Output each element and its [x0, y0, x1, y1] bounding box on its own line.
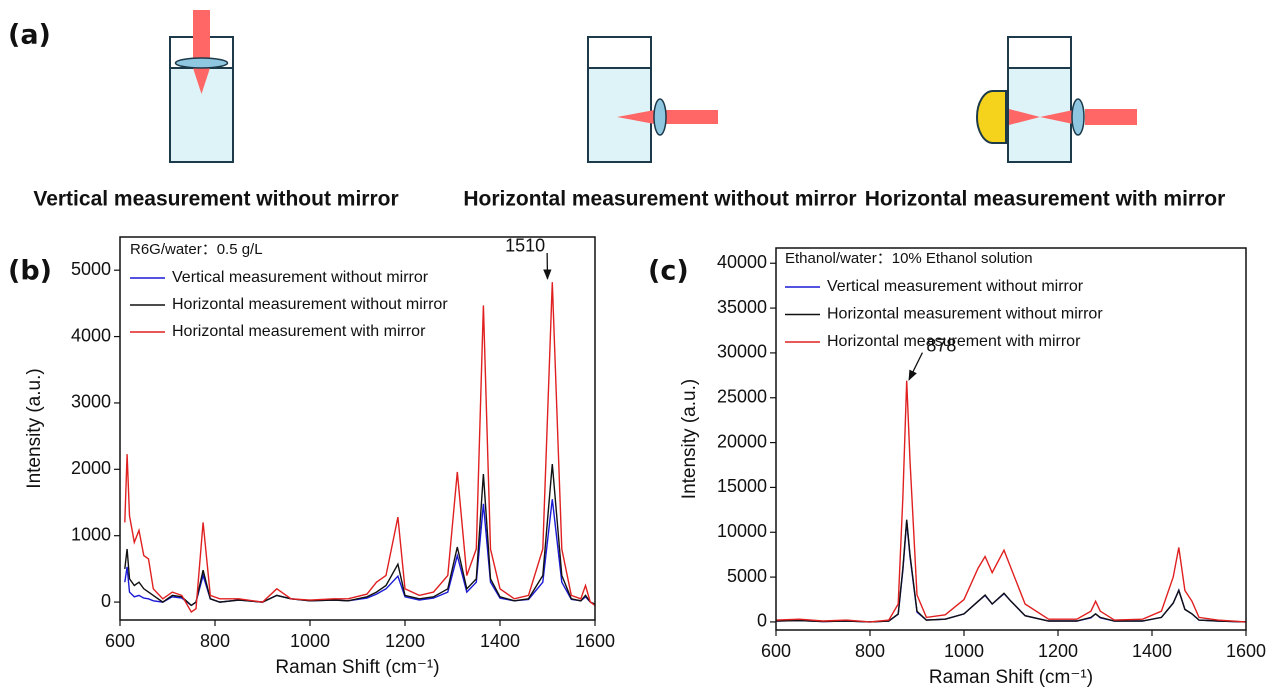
y-tick-label: 5000 — [71, 259, 111, 279]
y-tick-label: 35000 — [717, 297, 767, 317]
axes-frame — [775, 247, 1247, 631]
series-line — [124, 282, 595, 614]
y-tick-label: 0 — [101, 591, 111, 611]
diagram-horizontal: Horizontal measurement without mirror — [463, 36, 857, 211]
y-tick-label: 20000 — [717, 431, 767, 451]
series-line — [776, 521, 1246, 623]
x-tick-label: 800 — [200, 631, 230, 651]
x-tick-label: 1000 — [944, 641, 984, 661]
series-line — [776, 380, 1246, 623]
diagram-caption: Vertical measurement without mirror — [33, 188, 398, 211]
legend-label: Vertical measurement without mirror — [827, 278, 1084, 295]
y-tick-label: 0 — [757, 611, 767, 631]
x-tick-label: 1200 — [385, 631, 425, 651]
x-axis-label: Raman Shift (cm⁻¹) — [275, 657, 439, 678]
x-tick-label: 1400 — [480, 631, 520, 651]
y-tick-label: 10000 — [717, 521, 767, 541]
diagram-mirror: Horizontal measurement with mirror — [865, 36, 1226, 211]
y-axis-label: Intensity (a.u.) — [24, 368, 45, 488]
diagram-caption: Horizontal measurement without mirror — [463, 188, 856, 211]
panel-label: (b) — [8, 256, 52, 287]
y-tick-label: 40000 — [717, 252, 767, 272]
panel-label: (a) — [8, 20, 51, 51]
annotation: R6G/water：0.5 g/L — [130, 241, 263, 258]
peak-label: 1510 — [505, 236, 545, 256]
series-line — [124, 463, 595, 607]
plot-area — [776, 380, 1246, 623]
y-tick-label: 5000 — [727, 566, 767, 586]
legend-label: Horizontal measurement without mirror — [827, 306, 1103, 323]
y-tick-label: 3000 — [71, 392, 111, 412]
x-tick-label: 1600 — [575, 631, 615, 651]
y-axis-label: Intensity (a.u.) — [679, 379, 700, 499]
plot-area — [124, 282, 595, 614]
legend-label: Horizontal measurement with mirror — [827, 333, 1081, 350]
legend-label: Horizontal measurement with mirror — [172, 323, 426, 340]
legend-label: Vertical measurement without mirror — [172, 269, 429, 286]
legend-label: Horizontal measurement without mirror — [172, 296, 448, 313]
diagram-caption: Horizontal measurement with mirror — [865, 188, 1226, 211]
peak-label: 878 — [926, 335, 956, 355]
peak-arrow — [908, 352, 923, 381]
series-line — [124, 499, 595, 607]
y-tick-label: 4000 — [71, 325, 111, 345]
y-tick-label: 2000 — [71, 458, 111, 478]
x-tick-label: 1200 — [1038, 641, 1078, 661]
x-tick-label: 800 — [855, 641, 885, 661]
x-tick-label: 1400 — [1132, 641, 1172, 661]
panel-label: (c) — [648, 256, 689, 287]
x-tick-label: 1000 — [290, 631, 330, 651]
x-tick-label: 600 — [761, 641, 791, 661]
x-tick-label: 600 — [105, 631, 135, 651]
diagram-vertical: Vertical measurement without mirror — [33, 10, 399, 211]
y-tick-label: 15000 — [717, 476, 767, 496]
x-tick-label: 1600 — [1226, 641, 1266, 661]
annotation: Ethanol/water：10% Ethanol solution — [785, 250, 1033, 267]
y-tick-label: 25000 — [717, 387, 767, 407]
y-tick-label: 30000 — [717, 342, 767, 362]
series-line — [776, 519, 1246, 623]
axes-frame — [119, 236, 596, 621]
y-tick-label: 1000 — [71, 524, 111, 544]
x-axis-label: Raman Shift (cm⁻¹) — [929, 667, 1093, 688]
